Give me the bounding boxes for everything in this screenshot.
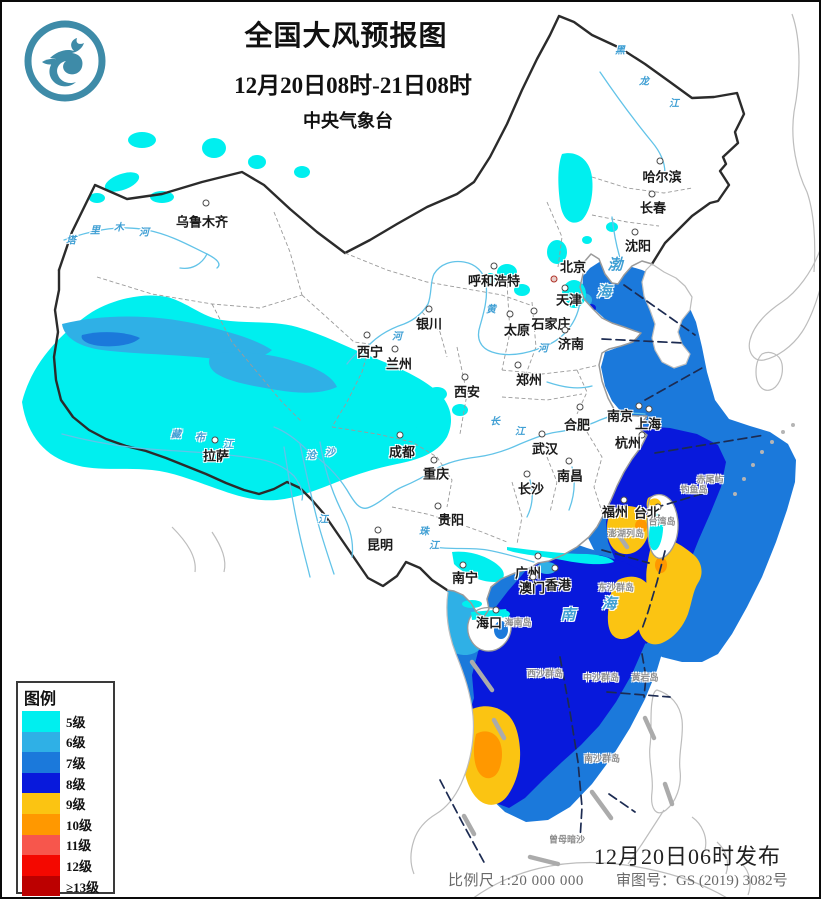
wind-area-level10 — [473, 519, 667, 779]
rivers — [61, 71, 666, 578]
legend-swatch — [22, 772, 60, 794]
legend-item: 10级 — [22, 813, 113, 835]
legend-swatch — [22, 711, 60, 732]
legend-item: 5级 — [22, 711, 113, 732]
maritime-dashed-lines — [439, 284, 766, 865]
legend-label: 6级 — [66, 735, 86, 751]
legend-item: ≥13级 — [22, 875, 113, 897]
legend-label: 10级 — [66, 817, 93, 833]
wind-area-level6-inland — [62, 316, 337, 393]
legend-swatch — [22, 752, 60, 773]
page-title: 全国大风预报图 — [244, 21, 448, 52]
province-borders — [96, 176, 693, 545]
release-time: 12月20日06时发布 — [594, 844, 782, 869]
legend-swatch — [22, 813, 60, 835]
wind-area-level9 — [462, 495, 702, 805]
legend-item: 12级 — [22, 855, 113, 876]
forecast-period: 12月20日08时-21日08时 — [234, 73, 472, 98]
national-border — [52, 14, 746, 592]
legend-swatch — [22, 793, 60, 814]
legend-item: 11级 — [22, 834, 113, 856]
coastline — [446, 253, 653, 618]
legend-label: 7级 — [66, 755, 86, 771]
legend-item: 6级 — [22, 731, 113, 753]
legend-title: 图例 — [24, 691, 57, 708]
foreign-outlines — [171, 13, 819, 897]
cma-dragon-logo-icon — [24, 20, 106, 102]
legend-box: 图例 5级 6级 7级 8级 9级 10级 11级 12级 ≥13级 — [16, 681, 115, 897]
legend-item: 7级 — [22, 752, 113, 773]
legend-rows: 5级 6级 7级 8级 9级 10级 11级 12级 ≥13级 — [22, 711, 113, 897]
legend-item: 8级 — [22, 772, 113, 794]
map-scale: 比例尺 1:20 000 000 — [448, 873, 584, 889]
legend-label: 5级 — [66, 714, 86, 730]
legend-label: 9级 — [66, 797, 86, 813]
legend-swatch — [22, 855, 60, 876]
map-approval-number: 审图号：GS (2019) 3082号 — [616, 873, 788, 889]
legend-label: 8级 — [66, 776, 86, 792]
hainan-island — [467, 606, 512, 652]
ryukyu-islands — [733, 423, 795, 496]
legend-label: 11级 — [66, 838, 92, 854]
legend-item: 9级 — [22, 793, 113, 814]
reef-hatch-marks — [461, 531, 675, 867]
legend-swatch — [22, 834, 60, 856]
legend-label: ≥13级 — [66, 879, 100, 895]
legend-swatch — [22, 875, 60, 897]
agency-name: 中央气象台 — [303, 111, 393, 131]
legend-label: 12级 — [66, 858, 93, 874]
legend-swatch — [22, 731, 60, 753]
